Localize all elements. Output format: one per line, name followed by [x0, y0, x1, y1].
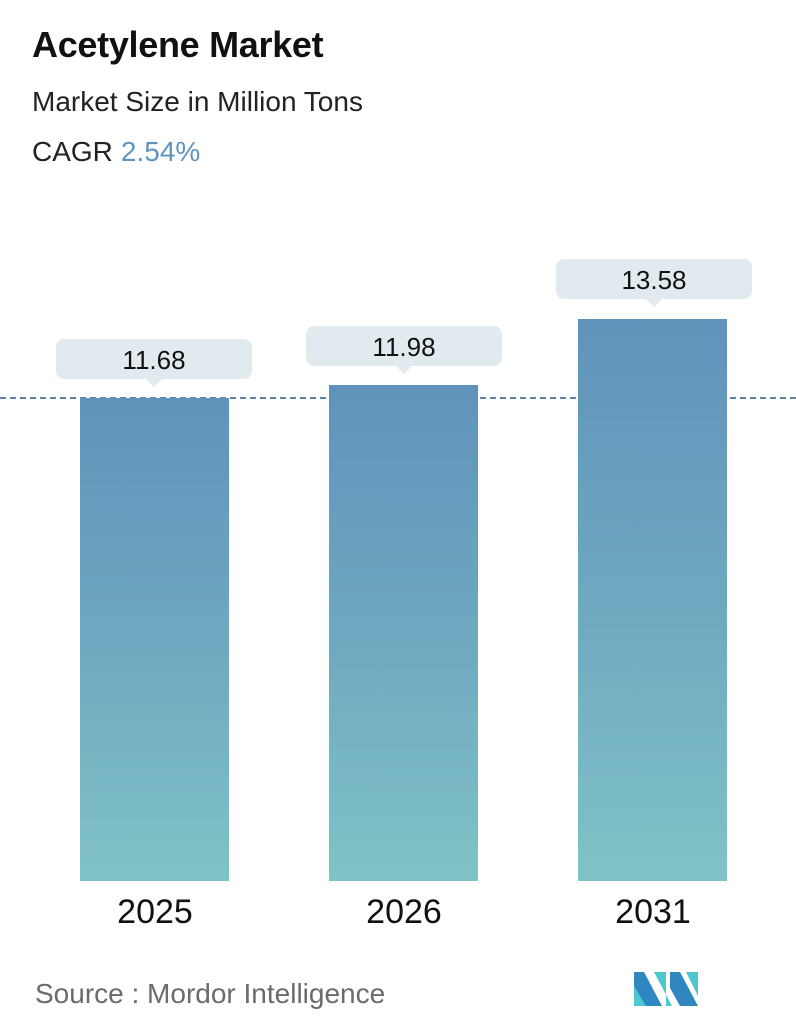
bar-2026 [329, 385, 478, 881]
bar-2031 [578, 319, 727, 881]
cagr-line: CAGR 2.54% [32, 136, 200, 168]
chart-subtitle: Market Size in Million Tons [32, 86, 363, 117]
value-label-2026: 11.98 [306, 326, 502, 374]
value-label-2031: 13.58 [556, 259, 752, 307]
value-label-2025: 11.68 [56, 339, 252, 387]
cagr-label: CAGR [32, 136, 113, 167]
chart-title: Acetylene Market [32, 24, 324, 65]
cagr-value: 2.54% [120, 136, 201, 167]
bar-2025 [80, 398, 229, 881]
x-label-2031: 2031 [615, 893, 691, 931]
x-label-2026: 2026 [366, 893, 442, 931]
x-label-2025: 2025 [117, 893, 193, 931]
source-text: Source : Mordor Intelligence [35, 978, 386, 1009]
mordor-intelligence-logo-icon [634, 972, 698, 1008]
